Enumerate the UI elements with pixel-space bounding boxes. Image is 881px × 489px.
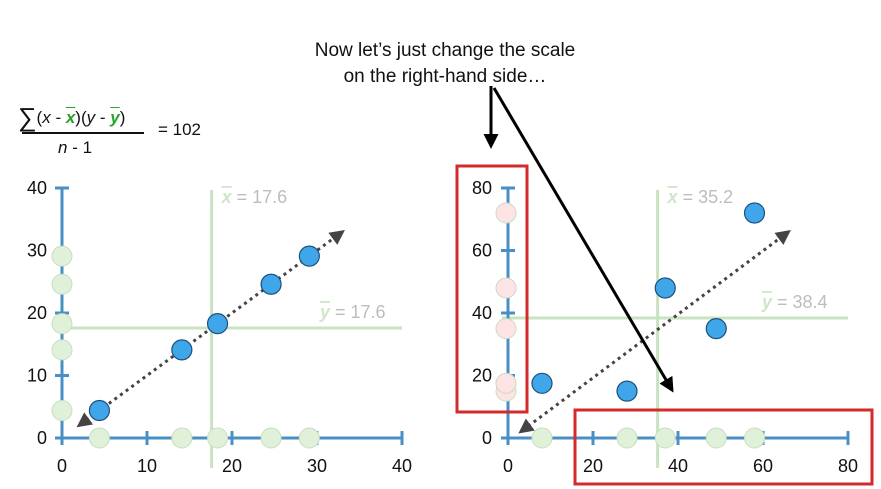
mean-y-label: y = 17.6: [319, 302, 386, 322]
x-marginal-point: [171, 427, 193, 449]
y-tick-label: 0: [37, 428, 47, 448]
x-marginal-point: [531, 427, 553, 449]
x-marginal-point: [705, 427, 727, 449]
y-bar-symbol: y: [110, 108, 120, 127]
data-point: [616, 380, 638, 402]
y-marginal-point: [51, 273, 73, 295]
x-tick-label: 20: [222, 456, 242, 476]
y-marginal-point: [51, 339, 73, 361]
y-tick-label: 0: [482, 428, 492, 448]
annotation-line-2: on the right-hand side…: [343, 66, 547, 87]
x-marginal-point: [88, 427, 110, 449]
y-marginal-point: [495, 202, 517, 224]
data-point: [743, 202, 766, 224]
arrow-to-x-axis: [492, 87, 674, 393]
data-point: [88, 399, 111, 422]
formula-result: = 102: [158, 120, 202, 139]
data-point: [705, 318, 727, 340]
x-marginal-point: [207, 427, 229, 449]
x-marginal-point: [744, 427, 765, 449]
x-tick-label: 0: [503, 456, 513, 476]
sum-symbol: ∑: [18, 102, 37, 132]
y-tick-label: 80: [472, 178, 492, 198]
mean-x-value: = 17.6: [232, 187, 288, 207]
y-marginal-point: [495, 318, 517, 340]
x-tick-label: 20: [583, 456, 603, 476]
mean-x-symbol: x: [667, 187, 679, 207]
x-tick-label: 60: [753, 456, 773, 476]
y-tick-label: 20: [27, 303, 47, 323]
x-marginal-point: [260, 427, 282, 449]
y-marginal-point: [51, 313, 73, 335]
x-marginal-point: [298, 427, 320, 449]
formula-numerator: ∑(x - x)(y - y): [18, 102, 126, 132]
annotation-line-1: Now let’s just change the scale: [314, 40, 576, 61]
y-marginal-point: [495, 372, 517, 394]
y-tick-label: 10: [27, 366, 47, 386]
mean-y-value: = 17.6: [330, 302, 386, 322]
y-tick-label: 40: [27, 178, 47, 198]
mean-y-value: = 38.4: [772, 292, 828, 312]
x-bar-symbol: x: [65, 108, 76, 127]
data-point: [171, 339, 193, 361]
mean-y-label: y = 38.4: [761, 292, 828, 312]
fraction-bar: [22, 132, 144, 134]
x-tick-label: 30: [307, 456, 327, 476]
formula-denominator: n - 1: [58, 138, 93, 157]
data-point: [654, 277, 676, 299]
y-axis-highlight-box: [455, 164, 529, 414]
x-tick-label: 40: [392, 456, 412, 476]
y-tick-label: 20: [472, 366, 492, 386]
data-point: [298, 245, 320, 267]
annotation-text: Now let’s just change the scale on the r…: [255, 38, 635, 90]
x-tick-label: 0: [57, 456, 67, 476]
data-point: [260, 273, 282, 295]
y-marginal-point: [51, 400, 73, 421]
trend-line: [518, 229, 791, 434]
x-tick-label: 10: [137, 456, 157, 476]
mean-x-symbol: x: [221, 187, 233, 207]
y-marginal-point: [495, 277, 517, 299]
mean-x-label: x = 17.6: [221, 187, 288, 207]
scatter-plot-2: x = 35.2 y = 38.4 0 20 40 60 80 0 20 40 60 80: [472, 178, 858, 476]
y-tick-label: 60: [472, 241, 492, 261]
x-tick-label: 40: [668, 456, 688, 476]
y-tick-label: 40: [472, 303, 492, 323]
mean-x-label: x = 35.2: [667, 187, 734, 207]
x-marginal-point: [616, 427, 638, 449]
x-axis-highlight-box: [573, 408, 874, 486]
x-marginal-point: [654, 427, 676, 449]
data-point: [206, 313, 229, 335]
y-marginal-point: [51, 245, 73, 267]
y-tick-label: 30: [27, 241, 47, 261]
data-point: [531, 372, 553, 394]
mean-x-value: = 35.2: [678, 187, 734, 207]
covariance-formula: ∑(x - x)(y - y) n - 1 = 102: [18, 96, 238, 166]
x-tick-label: 80: [838, 456, 858, 476]
